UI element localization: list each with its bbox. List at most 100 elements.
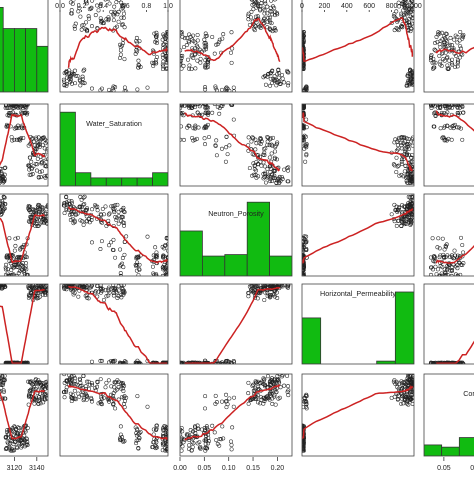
point-depth-vs-neutron_porosity-17 [264,83,267,86]
point-depth-vs-neutron_porosity-55 [194,67,197,70]
point-depth-vs-water_saturation-153 [90,24,93,27]
point-depth-vs-neutron_porosity-32 [269,77,272,80]
point-depth-vs-neutron_porosity-61 [182,64,185,67]
point-water_saturation-vs-neutron_porosity-198 [266,143,269,146]
histogram-bar-water_saturation-0 [60,112,75,186]
point-neutron_porosity-vs-water_saturation-122 [122,265,125,268]
point-core_porosity-vs-neutron_porosity-20 [287,393,290,396]
point-water_saturation-vs-horizontal_permeability-189 [395,170,398,173]
panel-frame-horizontal_permeability-vs-core_porosity [424,284,474,364]
point-depth-vs-horizontal_permeability-208 [397,1,400,4]
point-core_porosity-vs-neutron_porosity-67 [230,448,233,451]
point-core_porosity-vs-water_saturation-87 [119,425,122,428]
point-water_saturation-vs-neutron_porosity-207 [260,164,263,167]
point-core_porosity-vs-neutron_porosity-5 [220,400,223,403]
point-water_saturation-vs-horizontal_permeability-7 [303,160,306,163]
point-depth-vs-water_saturation-77 [123,57,126,60]
tick-label-bottom-core_porosity-1: 0.10 [470,465,474,472]
point-water_saturation-vs-neutron_porosity-216 [273,150,276,153]
point-neutron_porosity-vs-depth-92 [14,244,17,247]
point-depth-vs-water_saturation-183 [122,12,125,15]
tick-label-top-water_saturation-3: 0.6 [120,3,130,10]
point-core_porosity-vs-neutron_porosity-3 [228,397,231,400]
tick-label-bottom-depth-1: 3140 [29,465,45,472]
point-depth-vs-neutron_porosity-138 [179,31,182,34]
point-core_porosity-vs-neutron_porosity-0 [224,393,227,396]
histogram-bar-depth-1 [3,29,14,92]
histogram-bar-water_saturation-2 [91,178,106,186]
point-core_porosity-vs-neutron_porosity-6 [203,394,206,397]
panel-depth-vs-core_porosity [424,0,474,94]
point-depth-vs-core_porosity-123 [452,38,455,41]
point-neutron_porosity-vs-water_saturation-117 [153,246,156,249]
point-neutron_porosity-vs-water_saturation-7 [90,241,93,244]
smooth-line-horizontal_permeability-vs-core_porosity [436,288,474,363]
tick-label-top-water_saturation-1: 0.2 [77,3,87,10]
diag-panel-horizontal_permeability-vs-horizontal_permeability: Horizontal_Permeability [302,284,414,364]
tick-label-top-horizontal_permeability-5: 1000 [406,3,422,10]
point-core_porosity-vs-horizontal_permeability-191 [402,402,405,405]
point-depth-vs-neutron_porosity-78 [199,57,202,60]
point-water_saturation-vs-horizontal_permeability-146 [396,165,399,168]
point-neutron_porosity-vs-water_saturation-113 [121,256,124,259]
panel-depth-vs-neutron_porosity [178,0,292,94]
point-depth-vs-water_saturation-98 [119,49,122,52]
smooth-line-horizontal_permeability-vs-water_saturation [69,286,168,363]
point-neutron_porosity-vs-water_saturation-148 [96,209,99,212]
point-neutron_porosity-vs-horizontal_permeability-143 [393,220,396,223]
point-depth-vs-water_saturation-177 [87,15,90,18]
point-core_porosity-vs-water_saturation-12 [113,407,116,410]
histogram-bar-depth-4 [37,46,48,92]
point-neutron_porosity-vs-water_saturation-185 [114,203,117,206]
point-water_saturation-vs-depth-77 [10,135,13,138]
histogram-bar-neutron_porosity-0 [180,231,202,276]
diag-panel-core_porosity-vs-core_porosity: Cor [424,374,474,456]
point-water_saturation-vs-core_porosity-98 [450,138,453,141]
point-water_saturation-vs-neutron_porosity-0 [224,146,227,149]
point-water_saturation-vs-neutron_porosity-8 [226,152,229,155]
point-depth-vs-neutron_porosity-127 [210,35,213,38]
point-depth-vs-neutron_porosity-76 [186,58,189,61]
point-water_saturation-vs-neutron_porosity-10 [232,118,235,121]
panel-water_saturation-vs-horizontal_permeability [300,102,415,186]
point-water_saturation-vs-depth-153 [30,160,33,163]
point-core_porosity-vs-water_saturation-171 [99,377,102,380]
point-neutron_porosity-vs-water_saturation-20 [83,195,86,198]
point-water_saturation-vs-neutron_porosity-212 [263,165,266,168]
point-depth-vs-neutron_porosity-123 [203,38,206,41]
point-core_porosity-vs-neutron_porosity-183 [247,402,250,405]
point-depth-vs-neutron_porosity-1 [232,90,235,93]
point-depth-vs-water_saturation-213 [90,0,93,2]
point-neutron_porosity-vs-water_saturation-216 [104,205,107,208]
point-depth-vs-water_saturation-174 [120,16,123,19]
point-core_porosity-vs-neutron_porosity-142 [274,403,277,406]
panel-neutron_porosity-vs-core_porosity [424,194,474,278]
panel-frame-horizontal_permeability-vs-water_saturation [60,284,168,364]
point-depth-vs-water_saturation-162 [84,21,87,24]
point-depth-vs-neutron_porosity-23 [282,81,285,84]
tick-label-top-water_saturation-5: 1.0 [163,3,173,10]
point-water_saturation-vs-neutron_porosity-7 [224,160,227,163]
point-core_porosity-vs-water_saturation-170 [107,379,110,382]
point-depth-vs-water_saturation-198 [113,5,116,8]
tick-label-top-water_saturation-2: 0.4 [98,3,108,10]
point-neutron_porosity-vs-water_saturation-110 [118,248,121,251]
point-core_porosity-vs-neutron_porosity-10 [232,405,235,408]
point-core_porosity-vs-neutron_porosity-135 [222,437,225,440]
point-water_saturation-vs-depth-189 [38,170,41,173]
point-water_saturation-vs-neutron_porosity-161 [270,152,273,155]
panel-water_saturation-vs-core_porosity [424,102,474,186]
point-core_porosity-vs-neutron_porosity-1 [232,396,235,399]
point-depth-vs-neutron_porosity-217 [250,0,253,1]
point-depth-vs-neutron_porosity-12 [203,85,206,88]
point-depth-vs-neutron_porosity-160 [263,21,266,24]
histogram-bar-water_saturation-4 [122,178,137,186]
point-depth-vs-core_porosity-105 [439,46,442,49]
panel-water_saturation-vs-depth [0,102,50,186]
diag-label-horizontal_permeability: Horizontal_Permeability [320,289,396,298]
point-water_saturation-vs-neutron_porosity-194 [262,161,265,164]
tick-label-top-water_saturation-4: 0.8 [142,3,152,10]
point-water_saturation-vs-horizontal_permeability-187 [409,140,412,143]
panel-neutron_porosity-vs-depth [0,194,50,278]
point-depth-vs-neutron_porosity-72 [196,59,199,62]
